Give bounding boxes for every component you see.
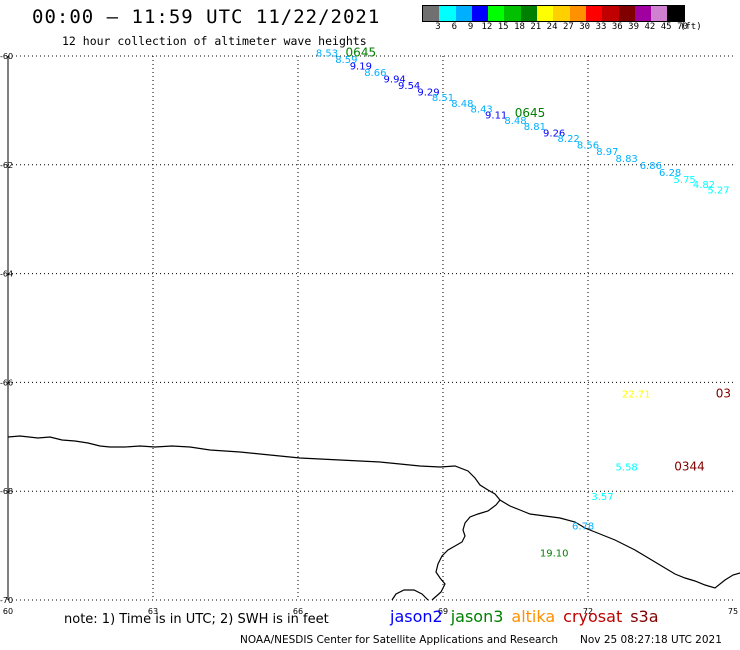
legend-label: 33	[595, 22, 607, 32]
legend-swatch	[634, 6, 652, 21]
satellite-legend-item: s3a	[630, 607, 659, 626]
wave-height-value: 3.57	[591, 492, 613, 503]
legend-label: 30	[579, 22, 591, 32]
pass-time-label: 0645	[515, 106, 546, 120]
wave-height-value: 9.54	[398, 81, 420, 92]
satellite-legend-item: jason3	[450, 607, 504, 626]
wave-height-value: 8.56	[577, 140, 599, 151]
pass-time-label: 0645	[346, 46, 377, 60]
wave-height-value: 5.58	[616, 463, 638, 474]
wave-height-value: 8.48	[451, 99, 473, 110]
legend-swatch	[520, 6, 538, 21]
legend-label: 42	[644, 22, 656, 32]
map-axis-labels: 60 63 66 69 72 75 -60 -62 -64 -66 -68 -70	[0, 52, 738, 616]
lat-tick-label: -66	[0, 378, 13, 387]
wave-height-value: 6.28	[659, 168, 681, 179]
wave-height-value: 6.86	[640, 161, 662, 172]
lat-tick-label: -68	[0, 487, 13, 496]
page-title: 00:00 – 11:59 UTC 11/22/2021	[32, 6, 381, 28]
coastline	[7, 435, 740, 601]
wave-height-value: 9.94	[384, 75, 406, 86]
legend-label: 21	[530, 22, 542, 32]
page-subtitle: 12 hour collection of altimeter wave hei…	[62, 34, 367, 48]
wave-height-value: 8.83	[616, 154, 638, 165]
wave-height-value: 8.48	[504, 116, 526, 127]
coastline-south	[391, 589, 429, 601]
wave-height-value: 9.19	[350, 62, 372, 73]
legend-label: 15	[497, 22, 509, 32]
lon-tick-label: 69	[438, 607, 448, 616]
wave-height-value: 19.10	[540, 548, 569, 559]
wave-height-value: 5.75	[674, 175, 696, 186]
credit-text: NOAA/NESDIS Center for Satellite Applica…	[240, 634, 558, 646]
legend-swatch	[553, 6, 570, 21]
lat-tick-label: -60	[0, 52, 13, 61]
legend-swatch	[618, 6, 635, 21]
legend-label: 12	[481, 22, 493, 32]
legend-swatch	[423, 6, 440, 21]
lon-tick-label: 66	[293, 607, 303, 616]
lon-tick-label: 60	[3, 607, 13, 616]
legend-swatch	[439, 6, 456, 21]
color-scale-legend	[422, 5, 685, 22]
pass-time-label: 0344	[674, 460, 705, 474]
wave-height-value: 4.82	[693, 180, 715, 191]
legend-swatch	[651, 6, 668, 21]
wave-height-value: 5.27	[707, 186, 729, 197]
satellite-legend: jason2 jason3 altika cryosat s3a	[390, 607, 667, 626]
wave-height-value: 8.51	[432, 93, 454, 104]
legend-unit: (ft)	[679, 22, 702, 32]
legend-swatch	[569, 6, 586, 21]
lon-tick-label: 63	[148, 607, 158, 616]
legend-swatch	[585, 6, 603, 21]
legend-label: 36	[611, 22, 623, 32]
legend-label: 24	[546, 22, 558, 32]
wave-height-value: 9.29	[417, 88, 439, 99]
wave-height-value: 8.81	[524, 122, 546, 133]
legend-swatch	[488, 6, 505, 21]
lat-tick-label: -64	[0, 270, 13, 279]
legend-label: 6	[451, 22, 458, 32]
satellite-legend-item: jason2	[390, 607, 443, 626]
wave-height-value: 8.53	[316, 49, 338, 60]
wave-height-value: 8.59	[335, 55, 357, 66]
wave-height-value: 6.78	[572, 521, 594, 532]
color-scale-labels: 3 6 9 12 15 18 21 24 27 30 33 36 39 42 45 70 (ft)	[422, 22, 732, 34]
legend-swatch	[602, 6, 619, 21]
legend-label: 70	[677, 22, 688, 32]
wave-height-value: 9.26	[543, 129, 565, 140]
legend-swatch	[455, 6, 472, 21]
lon-tick-label: 75	[728, 607, 738, 616]
legend-swatch	[504, 6, 521, 21]
lat-tick-label: -62	[0, 161, 13, 170]
legend-label: 27	[562, 22, 574, 32]
coastline-main	[7, 435, 740, 589]
legend-label: 39	[628, 22, 640, 32]
legend-label: 45	[660, 22, 672, 32]
legend-swatch	[471, 6, 489, 21]
wave-height-value: 8.43	[471, 105, 493, 116]
legend-label: 3	[435, 22, 441, 32]
legend-swatch	[667, 6, 684, 21]
coastline-inlet	[431, 499, 501, 601]
lon-tick-label: 72	[583, 607, 593, 616]
lat-tick-label: -70	[0, 596, 13, 605]
timestamp-text: Nov 25 08:27:18 UTC 2021	[580, 634, 722, 646]
footer-note: note: 1) Time is in UTC; 2) SWH is in fe…	[64, 612, 329, 627]
wave-height-value: 22.71	[622, 390, 651, 401]
map-grid	[7, 55, 733, 601]
satellite-legend-item: cryosat	[563, 607, 623, 626]
altimeter-tracks: 8.538.599.198.669.949.549.298.518.488.43…	[316, 46, 731, 560]
legend-label: 18	[514, 22, 525, 32]
legend-swatch	[537, 6, 554, 21]
wave-height-value: 8.22	[558, 134, 580, 145]
legend-label: 9	[467, 22, 474, 32]
wave-height-value: 9.11	[485, 111, 507, 122]
wave-height-value: 8.97	[596, 147, 618, 158]
wave-height-value: 8.66	[364, 68, 386, 79]
satellite-legend-item: altika	[511, 607, 556, 626]
pass-time-label: 03	[716, 387, 731, 401]
